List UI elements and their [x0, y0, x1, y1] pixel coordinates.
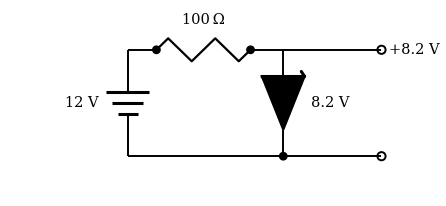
Circle shape: [280, 152, 287, 160]
Circle shape: [153, 46, 160, 54]
Text: 100 Ω: 100 Ω: [182, 13, 225, 27]
Text: +8.2 V: +8.2 V: [389, 43, 439, 57]
Text: 8.2 V: 8.2 V: [311, 96, 349, 110]
Polygon shape: [262, 76, 305, 130]
Circle shape: [247, 46, 254, 54]
Text: 12 V: 12 V: [65, 96, 98, 110]
